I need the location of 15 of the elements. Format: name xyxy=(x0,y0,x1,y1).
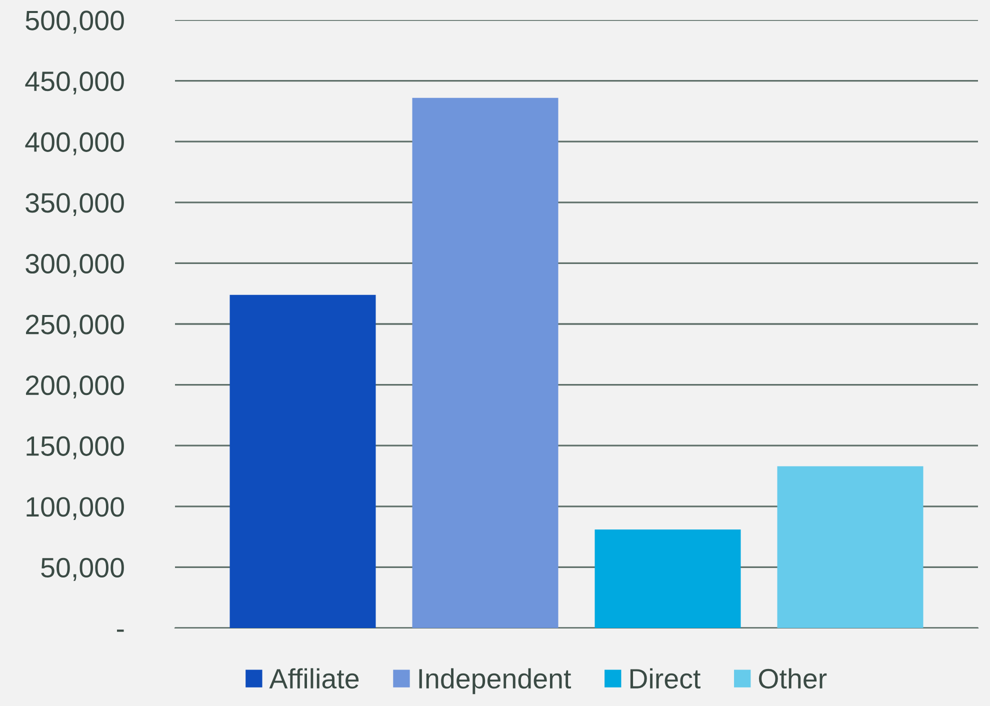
y-tick-label: 200,000 xyxy=(26,375,124,398)
y-tick-label: 150,000 xyxy=(26,436,124,460)
legend-label: Direct xyxy=(630,668,700,689)
legend-label: Independent xyxy=(419,668,572,694)
y-tick-label: 50,000 xyxy=(41,558,124,581)
y-tick-label: 350,000 xyxy=(26,193,124,216)
legend-label: Affiliate xyxy=(269,668,359,689)
y-tick-label: 400,000 xyxy=(25,132,124,156)
y-tick-label: 100,000 xyxy=(26,497,124,520)
legend-label: Other xyxy=(758,668,827,689)
y-tick-label: 450,000 xyxy=(25,71,124,94)
y-tick-label: 250,000 xyxy=(26,314,124,338)
y-tick-label: 300,000 xyxy=(26,254,124,277)
y-tick-label: - xyxy=(116,630,124,632)
y-tick-label: 500,000 xyxy=(26,10,124,34)
